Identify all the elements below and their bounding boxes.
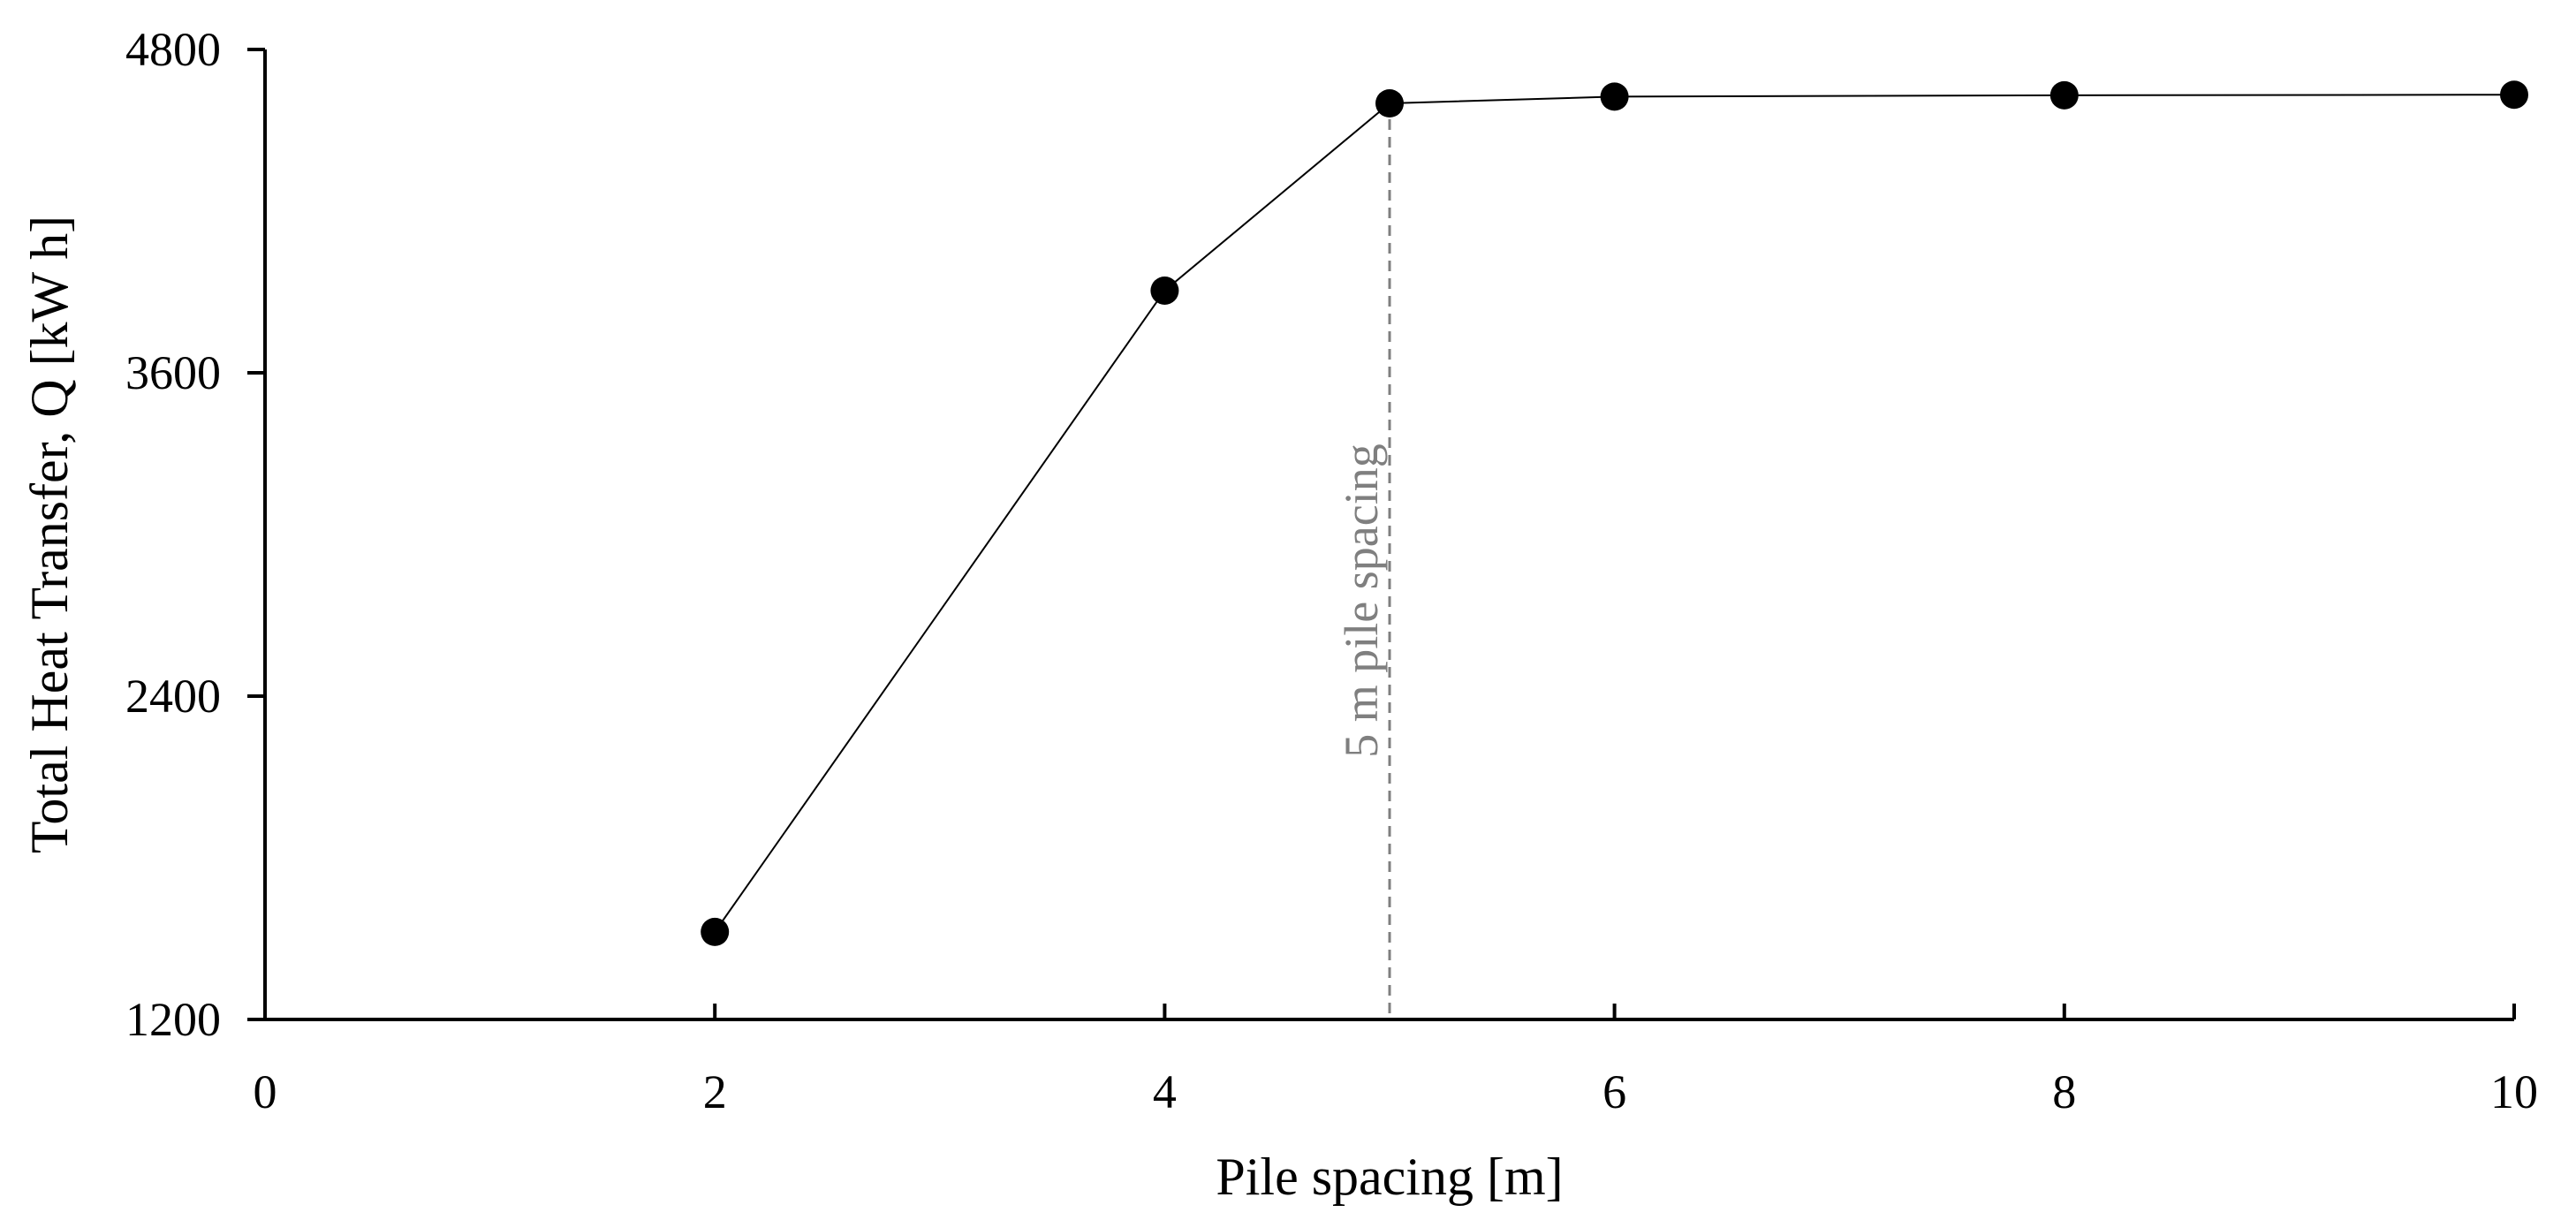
y-tick-label: 2400 [125,670,221,723]
data-point [1375,89,1404,117]
annotation-label: 5 m pile spacing [1335,443,1388,757]
data-point [701,917,730,946]
data-point [2500,80,2528,110]
x-axis-title: Pile spacing [m] [1216,1148,1563,1206]
x-axis-ticks: 0 2 4 6 8 10 [254,1004,2538,1118]
series-points [701,80,2528,946]
y-axis-ticks: 1200 2400 3600 4800 [125,23,265,1046]
y-tick-label: 4800 [125,23,221,76]
data-point [2049,80,2079,110]
y-tick-label: 1200 [125,993,221,1046]
data-point [1150,276,1179,305]
y-tick-label: 3600 [125,346,221,399]
x-tick-label: 4 [1153,1065,1177,1118]
x-tick-label: 10 [2490,1065,2538,1118]
x-tick-label: 6 [1602,1065,1626,1118]
x-tick-label: 8 [2052,1065,2076,1118]
x-tick-label: 2 [703,1065,727,1118]
y-axis-title: Total Heat Transfer, Q [kW h] [20,216,79,853]
x-tick-label: 0 [254,1065,277,1118]
series-line [714,94,2515,933]
data-point [1600,82,1629,111]
